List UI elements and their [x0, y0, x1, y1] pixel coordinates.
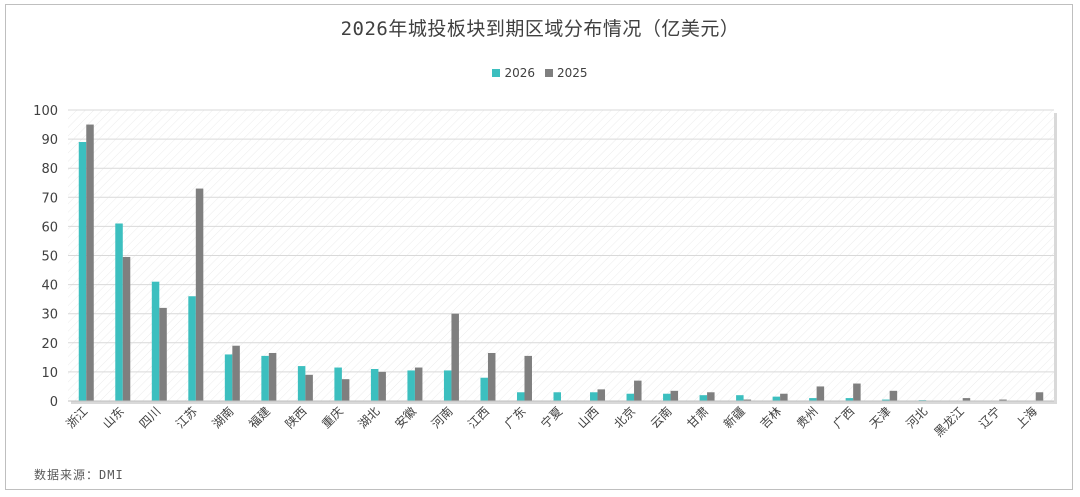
x-tick-label-贵州: 贵州 [794, 404, 821, 431]
bar-2026-山东 [115, 223, 123, 401]
x-tick-label-天津: 天津 [867, 404, 894, 431]
x-tick-label-陕西: 陕西 [282, 404, 310, 432]
x-tick-label-福建: 福建 [245, 404, 273, 432]
bar-2025-甘肃 [707, 392, 715, 401]
x-tick-label-宁夏: 宁夏 [538, 404, 566, 432]
x-tick-label-北京: 北京 [611, 404, 638, 431]
legend-swatch-2025 [545, 69, 553, 77]
y-tick-label-40: 40 [41, 279, 58, 294]
bar-2026-云南 [663, 393, 671, 401]
bar-2025-陕西 [305, 374, 313, 401]
legend-label-2026: 2026 [504, 66, 535, 80]
bar-2026-安徽 [407, 370, 415, 401]
bar-2026-广东 [516, 392, 525, 401]
y-tick-label-20: 20 [41, 337, 58, 352]
x-tick-label-重庆: 重庆 [319, 404, 346, 431]
x-tick-label-黑龙江: 黑龙江 [931, 404, 966, 439]
x-tick-label-吉林: 吉林 [757, 404, 784, 431]
bar-2026-甘肃 [699, 395, 708, 401]
bar-2025-广东 [524, 355, 532, 401]
y-tick-label-70: 70 [41, 191, 58, 206]
legend-item-2025: 2025 [545, 66, 588, 80]
x-tick-label-浙江: 浙江 [63, 404, 90, 431]
legend-label-2025: 2025 [557, 66, 588, 80]
bar-2026-江苏 [188, 296, 196, 401]
bar-2025-云南 [670, 390, 679, 401]
legend-swatch-2026 [492, 69, 501, 77]
bar-2026-天津 [882, 399, 890, 401]
bar-2025-山东 [122, 256, 131, 401]
bar-2026-江西 [480, 377, 488, 401]
x-tick-label-河南: 河南 [428, 404, 456, 432]
bar-2025-贵州 [816, 386, 825, 401]
bar-2025-江苏 [195, 188, 204, 401]
bar-2025-湖南 [232, 345, 240, 401]
x-tick-label-广西: 广西 [830, 404, 857, 431]
legend-item-2026: 2026 [492, 66, 535, 80]
bar-2026-山西 [590, 392, 598, 401]
bar-2026-重庆 [334, 367, 342, 401]
y-tick-label-100: 100 [33, 104, 58, 119]
x-tick-label-山东: 山东 [100, 404, 127, 431]
y-tick-label-60: 60 [41, 220, 58, 235]
bar-2025-黑龙江 [962, 398, 971, 401]
x-tick-label-河北: 河北 [903, 404, 930, 431]
bar-2025-北京 [634, 380, 642, 401]
y-tick-label-10: 10 [41, 366, 58, 381]
data-source-note: 数据来源：DMI [34, 468, 124, 482]
bar-2026-北京 [626, 393, 635, 401]
bar-2026-吉林 [772, 396, 781, 401]
bar-2026-浙江 [78, 142, 87, 401]
bar-2025-天津 [889, 390, 898, 401]
x-tick-label-甘肃: 甘肃 [684, 404, 711, 431]
bar-2025-浙江 [86, 124, 94, 402]
bar-2025-新疆 [743, 399, 752, 401]
y-tick-label-0: 0 [50, 395, 58, 410]
bar-2025-湖北 [378, 371, 386, 401]
bar-2026-陕西 [297, 366, 306, 401]
bar-2025-四川 [159, 307, 167, 401]
x-tick-label-上海: 上海 [1012, 404, 1040, 432]
bar-2025-山西 [597, 389, 606, 401]
x-tick-label-新疆: 新疆 [720, 404, 748, 432]
x-tick-label-安徽: 安徽 [391, 404, 419, 432]
bar-2025-安徽 [414, 367, 423, 401]
bar-2025-辽宁 [999, 399, 1007, 401]
x-tick-label-山西: 山西 [575, 404, 602, 431]
bar-2026-贵州 [809, 398, 817, 401]
x-tick-label-四川: 四川 [137, 404, 164, 431]
chart-title: 2026年城投板块到期区域分布情况（亿美元） [340, 18, 740, 40]
y-tick-label-30: 30 [41, 308, 58, 323]
y-tick-label-50: 50 [41, 250, 58, 265]
chart-legend: 2026 2025 [0, 66, 1080, 80]
bar-2025-江西 [487, 352, 496, 401]
bar-2026-湖北 [370, 368, 379, 401]
bar-2025-吉林 [780, 393, 788, 401]
x-tick-label-湖南: 湖南 [209, 404, 237, 432]
x-tick-label-湖北: 湖北 [355, 404, 383, 432]
bar-2025-重庆 [341, 379, 350, 401]
x-tick-label-辽宁: 辽宁 [976, 404, 1004, 432]
bar-2025-上海 [1035, 392, 1044, 401]
y-tick-label-90: 90 [41, 133, 58, 148]
chart-frame [5, 4, 1073, 490]
bar-2026-宁夏 [553, 392, 561, 401]
bar-2026-河南 [443, 370, 452, 401]
x-tick-label-江苏: 江苏 [173, 404, 200, 431]
x-tick-label-云南: 云南 [647, 404, 675, 432]
y-tick-label-80: 80 [41, 162, 58, 177]
bar-2026-四川 [151, 281, 160, 401]
x-tick-label-江西: 江西 [465, 404, 492, 431]
bar-2025-福建 [268, 352, 277, 401]
bar-2025-河南 [451, 313, 459, 401]
x-tick-label-广东: 广东 [502, 404, 529, 431]
bar-2025-广西 [853, 383, 861, 401]
bar-2026-新疆 [736, 395, 744, 401]
bar-2026-福建 [261, 355, 269, 401]
bar-2026-湖南 [224, 354, 233, 401]
bar-2026-广西 [845, 398, 854, 401]
